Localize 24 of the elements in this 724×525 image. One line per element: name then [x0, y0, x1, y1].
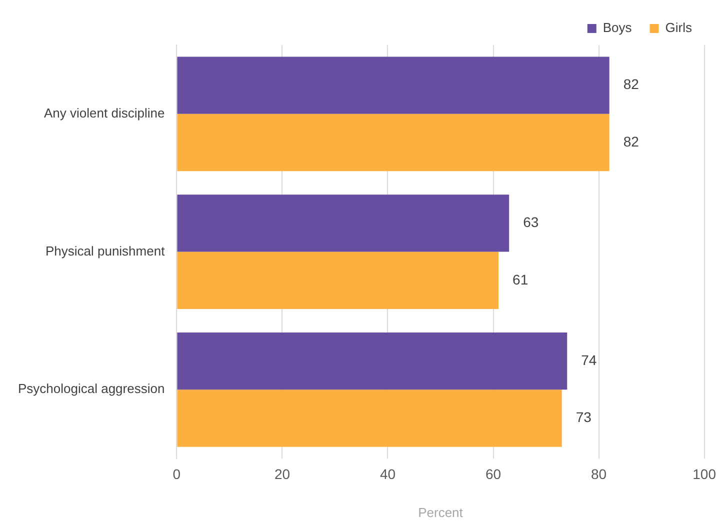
legend-label: Girls [665, 20, 692, 36]
legend-label: Boys [602, 20, 632, 36]
data-label: 82 [623, 133, 640, 150]
x-tick-label: 40 [380, 466, 396, 482]
y-tick-label: Any violent discipline [44, 106, 165, 121]
x-tick-label: 20 [274, 466, 290, 482]
bar [177, 56, 610, 114]
data-label: 74 [581, 352, 597, 368]
data-label: 63 [523, 214, 539, 230]
x-tick-label: 0 [172, 466, 181, 482]
bar [177, 332, 568, 390]
bar [177, 194, 510, 252]
x-tick-label: 100 [692, 466, 716, 482]
x-axis-title: Percent [418, 504, 464, 520]
data-label: 61 [512, 271, 528, 288]
x-tick-label: 80 [591, 466, 607, 482]
bar [177, 114, 610, 172]
x-tick-label: 60 [485, 466, 502, 482]
data-label: 73 [576, 409, 592, 426]
bar [177, 390, 562, 447]
y-tick-label: Physical punishment [45, 243, 166, 258]
y-tick-label: Psychological aggression [18, 381, 165, 396]
data-label: 82 [623, 76, 640, 92]
bar [177, 252, 499, 310]
